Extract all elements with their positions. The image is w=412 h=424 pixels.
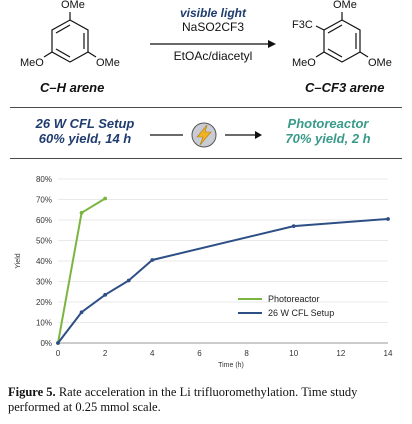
x-tick-label: 10 [289,349,298,358]
y-tick-label: 0% [40,339,52,348]
light-condition: visible light [179,6,246,20]
x-axis-label: Time (h) [218,362,244,369]
reactant-right-substituent: OMe [96,57,120,69]
y-tick-label: 80% [36,175,52,184]
figure-caption: Figure 5. Rate acceleration in the Li tr… [8,385,406,415]
reactant-left-substituent: MeO [20,57,44,69]
reagent-condition: NaSO2CF3 [181,20,245,34]
lightning-bolt-icon [196,124,212,146]
reactant-top-substituent: OMe [61,0,85,11]
data-point-photoreactor [103,196,108,201]
cfl-setup-block: 26 W CFL Setup 60% yield, 14 h [25,116,145,146]
data-point-26-w-cfl-setup [79,310,84,315]
y-tick-label: 50% [36,237,52,246]
cfl-setup-result: 60% yield, 14 h [38,131,132,146]
reactant-ring [43,12,97,63]
reaction-conditions-above: visible light NaSO2CF3 [140,6,286,34]
legend-label-26-w-cfl-setup: 26 W CFL Setup [268,308,334,318]
reaction-arrowhead [268,40,276,48]
bottom-divider [10,158,402,159]
data-point-26-w-cfl-setup [291,224,296,229]
reactant-label: C–H arene [40,80,105,95]
x-tick-label: 2 [103,349,108,358]
photoreactor-block: Photoreactor 70% yield, 2 h [268,116,388,146]
y-tick-label: 60% [36,216,52,225]
y-tick-label: 40% [36,257,52,266]
series-line-26-w-cfl-setup [57,217,389,344]
product-left-substituent: MeO [292,57,316,69]
data-point-26-w-cfl-setup [56,341,60,345]
cfl-setup-title: 26 W CFL Setup [35,116,135,131]
x-tick-label: 4 [150,349,155,358]
product-right-substituent: OMe [368,57,392,69]
product-label: C–CF3 arene [305,80,385,95]
data-point-26-w-cfl-setup [150,258,155,262]
product-ring [315,12,369,63]
scheme-structures [43,12,369,63]
caption-text: Rate acceleration in the Li trifluoromet… [8,385,358,414]
x-tick-label: 6 [197,349,202,358]
setup-arrow [150,122,262,148]
chart-legend: Photoreactor 26 W CFL Setup [238,294,334,318]
y-tick-label: 20% [36,298,52,307]
data-point-26-w-cfl-setup [103,292,108,297]
x-tick-label: 14 [384,349,393,358]
product-top-substituent: OMe [333,0,357,11]
y-tick-label: 30% [36,278,52,287]
product-cf3-substituent: F3C [292,19,313,31]
data-point-26-w-cfl-setup [386,217,390,221]
solvent-condition: EtOAc/diacetyl [173,49,253,63]
photoreactor-result: 70% yield, 2 h [285,131,371,146]
legend-label-photoreactor: Photoreactor [268,294,320,304]
x-tick-label: 12 [336,349,345,358]
x-tick-label: 8 [244,349,249,358]
y-tick-label: 10% [36,319,52,328]
setup-comparison: 26 W CFL Setup 60% yield, 14 h Photoreac… [0,110,412,158]
photoreactor-title: Photoreactor [287,116,369,131]
data-point-26-w-cfl-setup [126,278,131,283]
data-point-photoreactor [79,210,84,215]
yield-time-chart: 0% 10% 20% 30% 40% 50% 60% 70% 80% 0 2 4 6 8 10 12 14 T… [15,175,393,369]
y-tick-label: 70% [36,196,52,205]
caption-label: Figure 5. [8,385,56,399]
x-tick-label: 0 [56,349,61,358]
reaction-scheme: OMe MeO OMe C–H arene visible light NaSO… [0,0,412,105]
top-divider [10,107,402,108]
y-axis-label: Yield [15,253,22,268]
